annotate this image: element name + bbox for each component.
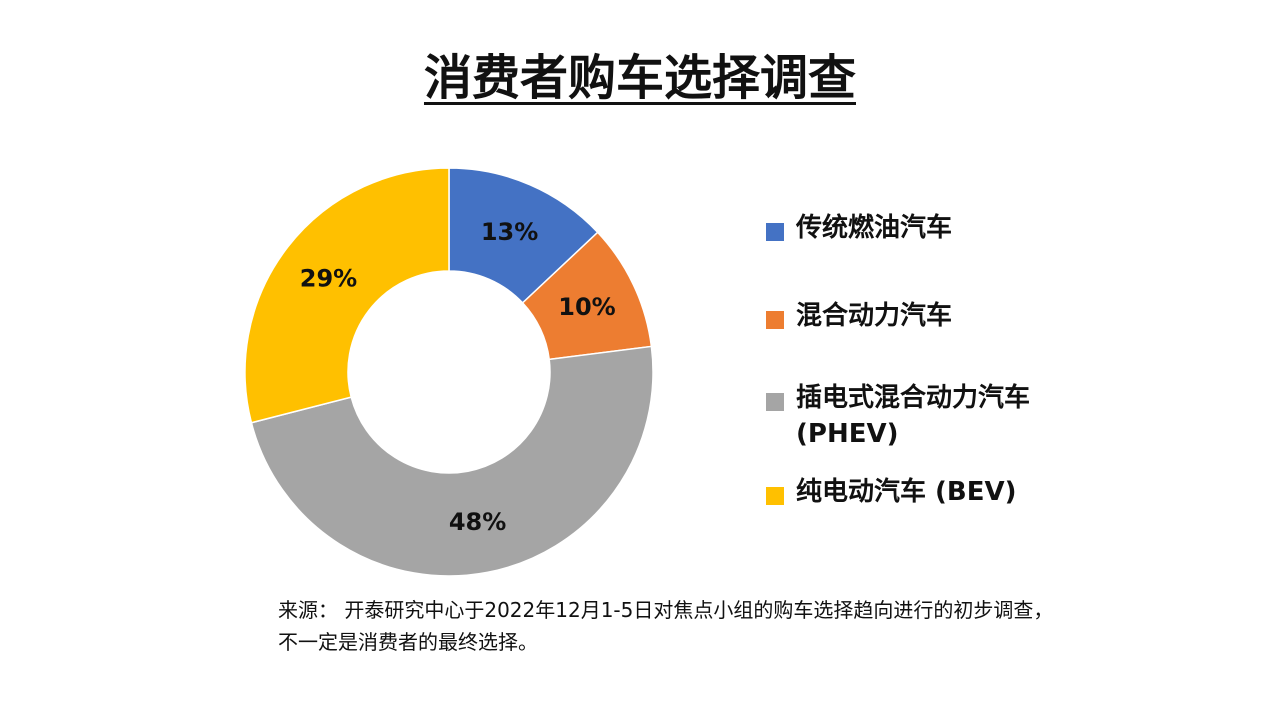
legend-item-hybrid: 混合动力汽车: [766, 298, 1086, 334]
legend-label-ice: 传统燃油汽车: [796, 213, 953, 243]
source-note: 来源： 开泰研究中心于2022年12月1-5日对焦点小组的购车选择趋向进行的初步…: [278, 598, 1054, 654]
data-label-hybrid: 10%: [558, 293, 615, 321]
slice-phev: [250, 345, 654, 577]
chart-data-labels: 13% 10% 48% 29%: [300, 218, 616, 536]
data-label-ice: 13%: [481, 218, 538, 246]
legend-item-bev: 纯电动汽车 (BEV): [766, 474, 1086, 510]
legend-swatch-ice: [766, 223, 784, 241]
page-title-text: 消费者购车选择调查: [423, 50, 856, 106]
legend-label-bev: 纯电动汽车 (BEV): [796, 477, 1017, 507]
data-label-phev: 48%: [449, 508, 506, 536]
legend-swatch-hybrid: [766, 311, 784, 329]
legend-label-hybrid: 混合动力汽车: [796, 301, 953, 331]
legend-item-ice: 传统燃油汽车: [766, 210, 1086, 246]
legend-swatch-phev: [766, 393, 784, 411]
page-title: 消费者购车选择调查: [0, 46, 1280, 110]
data-label-bev: 29%: [300, 265, 357, 293]
chart-slices: [244, 167, 654, 577]
legend-swatch-bev: [766, 487, 784, 505]
legend-item-phev: 插电式混合动力汽车 (PHEV): [766, 380, 1086, 452]
slice-bev: [244, 167, 450, 424]
legend-label-phev: 插电式混合动力汽车 (PHEV): [796, 383, 1031, 449]
